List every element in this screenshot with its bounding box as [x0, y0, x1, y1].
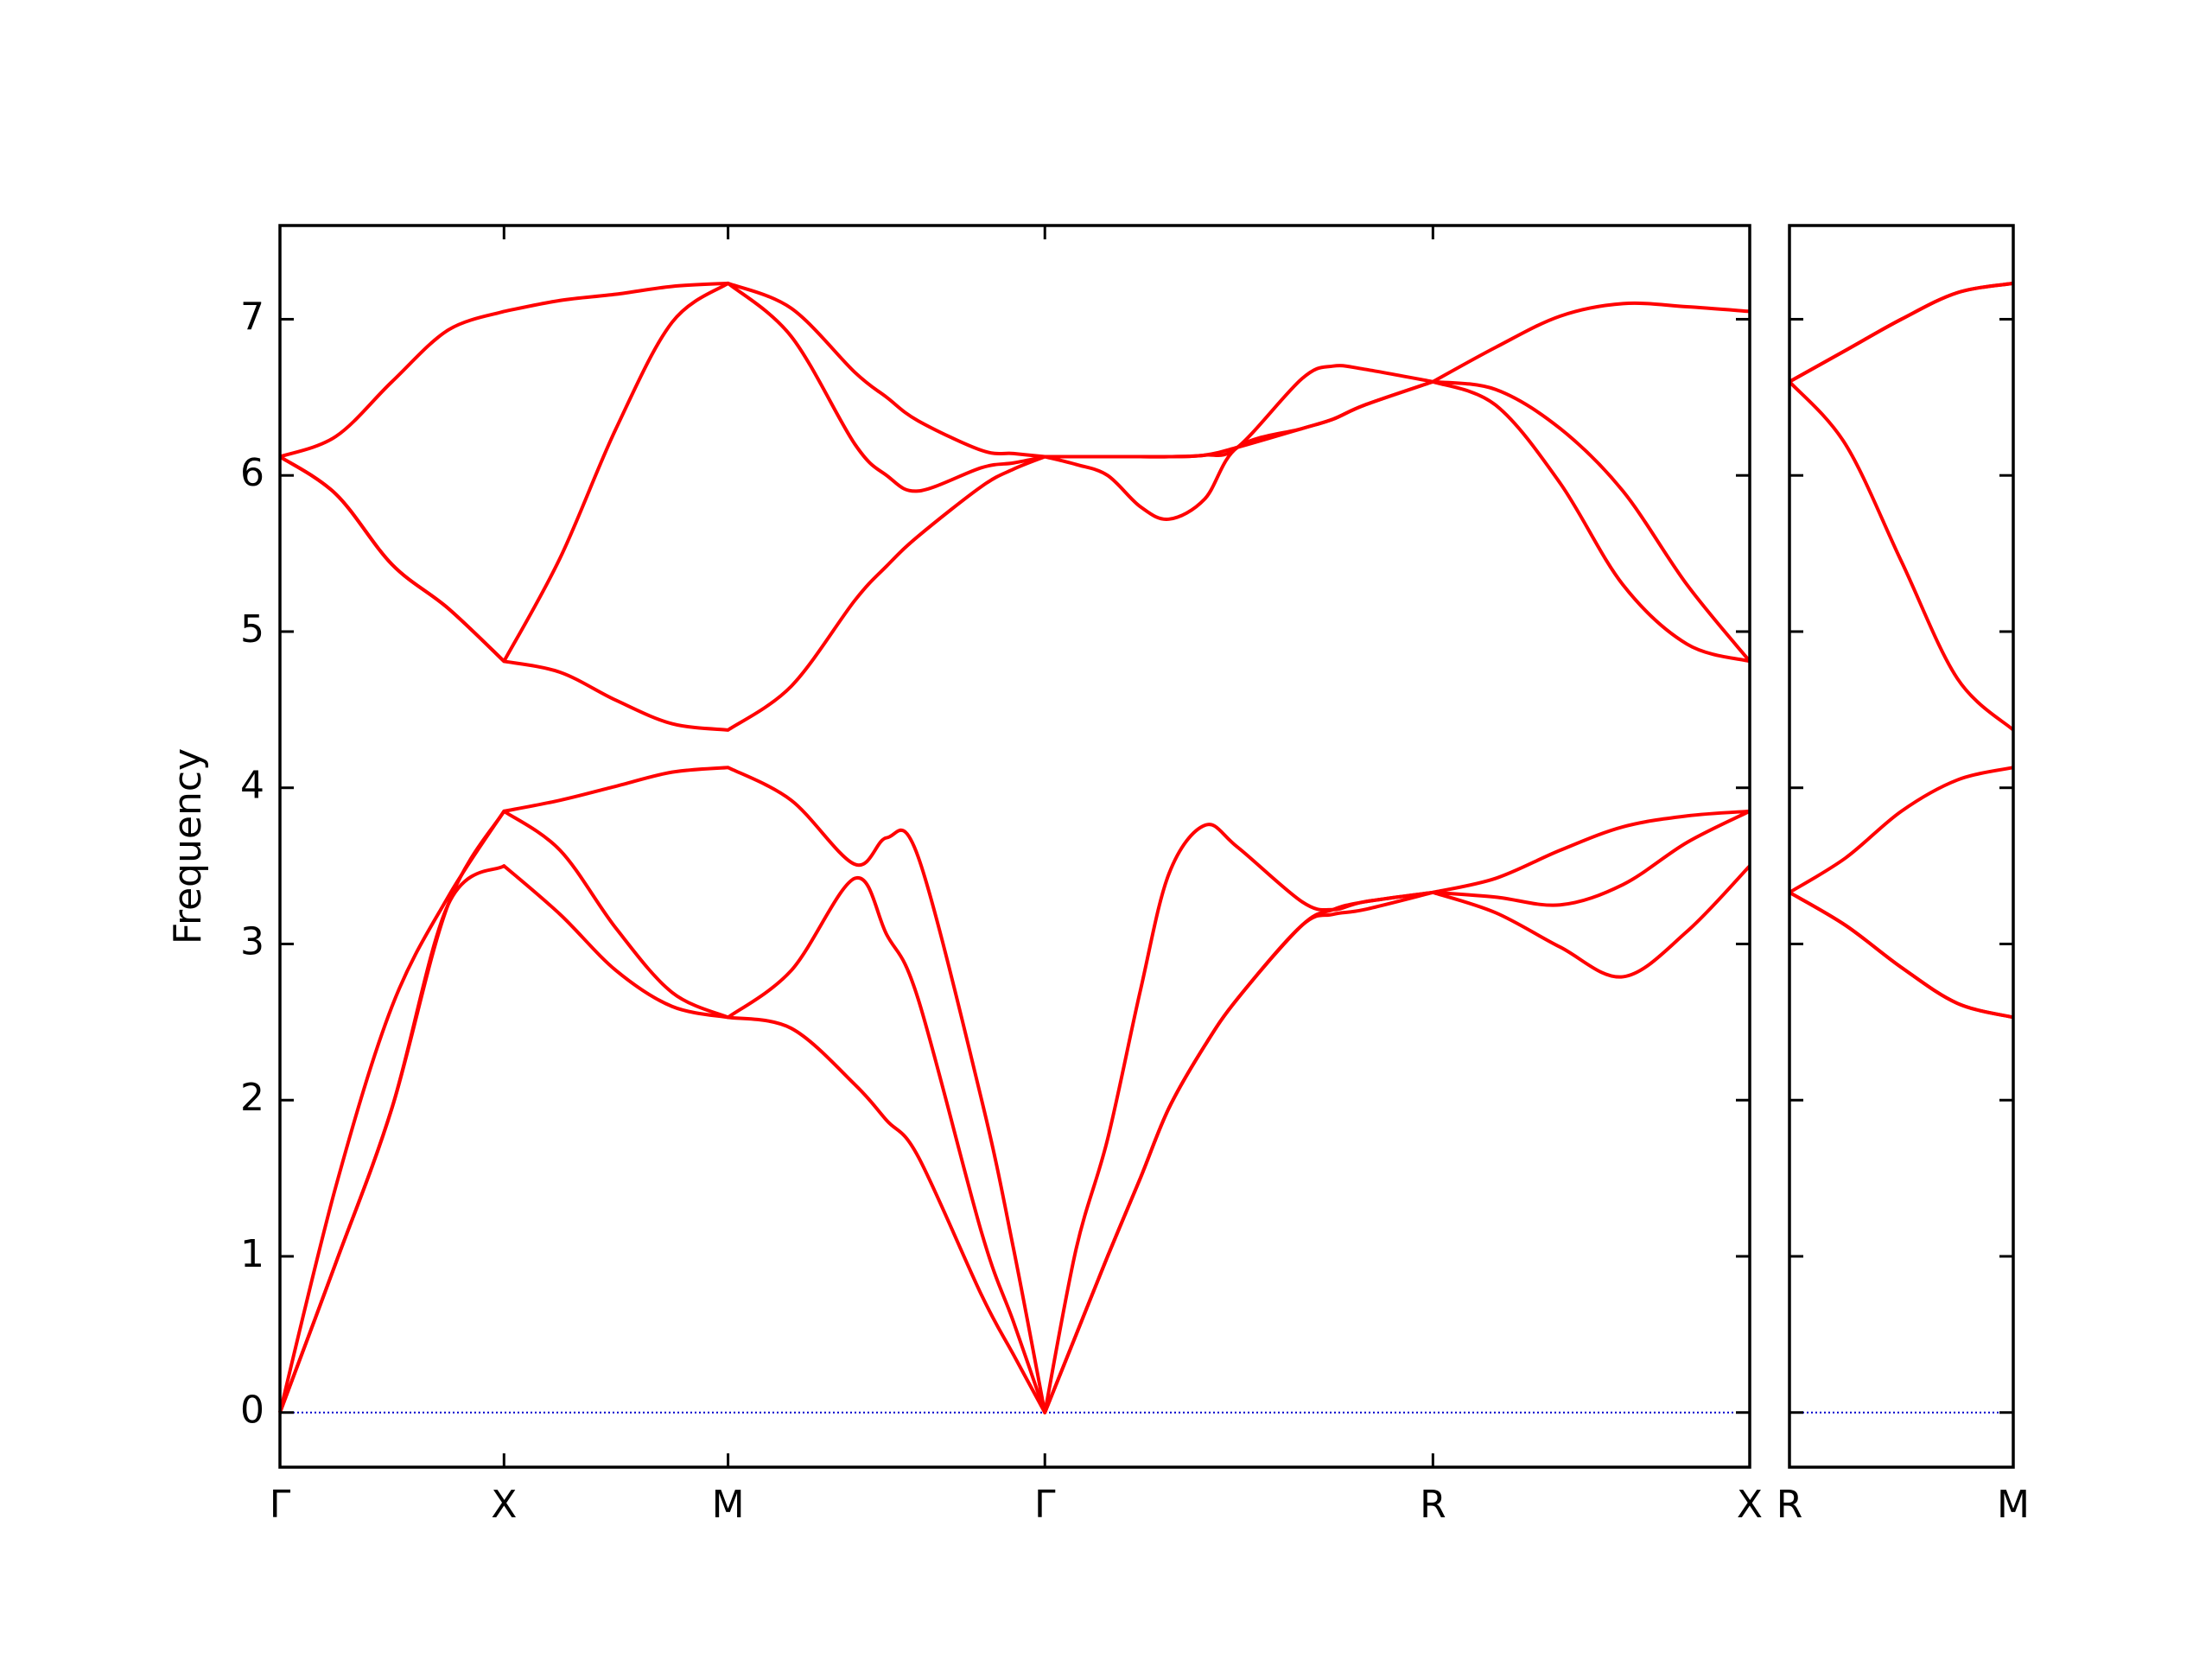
band-line [1789, 281, 2014, 384]
x-tick-label: M [1997, 1483, 2030, 1527]
band-line [1788, 380, 2015, 732]
plot-frame [278, 224, 1751, 1469]
y-tick-label: 2 [240, 1076, 264, 1120]
band-line [1788, 766, 2014, 894]
y-axis-label: Frequency [166, 748, 210, 944]
y-tick-label: 5 [240, 607, 264, 652]
y-tick-label: 3 [240, 919, 264, 963]
y-tick-label: 6 [240, 451, 264, 495]
band-line [1788, 891, 2014, 1020]
band-line [278, 281, 1751, 664]
band-line [1789, 281, 2014, 384]
y-tick-label: 1 [240, 1232, 264, 1276]
x-tick-label: Γ [270, 1483, 291, 1527]
x-tick-label: X [1737, 1483, 1763, 1527]
band-line [278, 809, 1751, 1414]
y-tick-label: 4 [240, 764, 264, 808]
x-tick-label: R [1777, 1483, 1803, 1527]
x-tick-label: M [712, 1483, 745, 1527]
band-line [278, 766, 1751, 1414]
x-tick-label: R [1420, 1483, 1446, 1527]
band-line [278, 379, 1751, 732]
band-line [279, 281, 1751, 459]
y-tick-label: 0 [240, 1389, 264, 1433]
x-tick-label: Γ [1034, 1483, 1056, 1527]
x-tick-label: X [491, 1483, 517, 1527]
plot-frame [1788, 224, 2015, 1469]
y-tick-label: 7 [240, 295, 264, 339]
